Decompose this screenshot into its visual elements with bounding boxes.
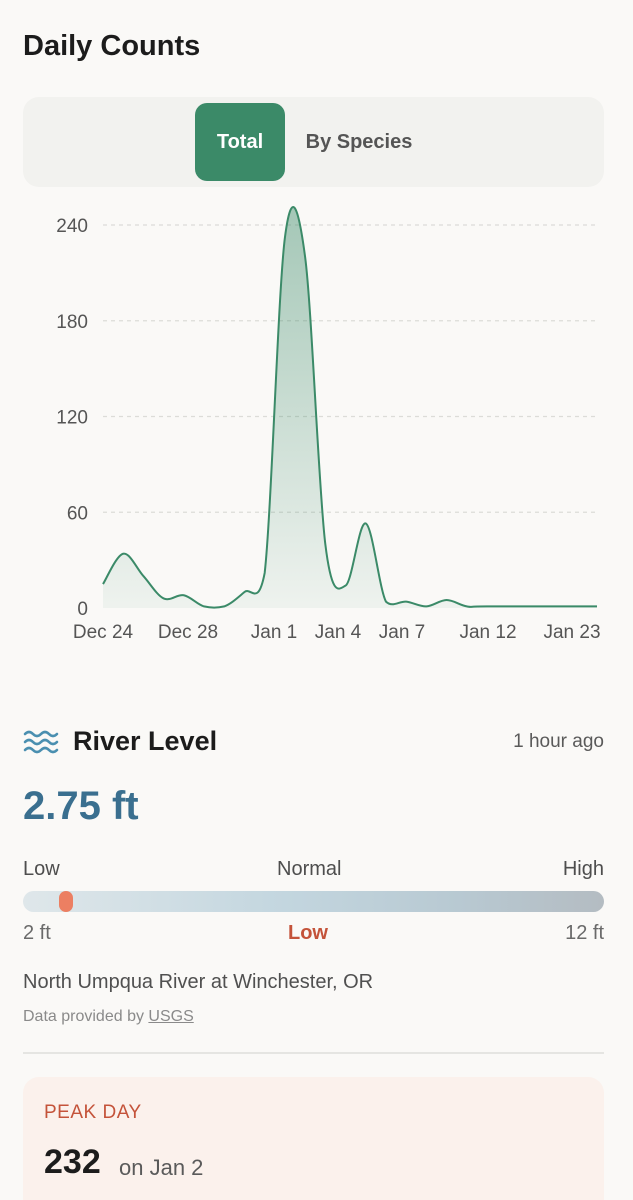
peak-day-label: PEAK DAY	[44, 1102, 142, 1123]
y-tick-label: 240	[56, 216, 88, 237]
provider-prefix: Data provided by	[23, 1008, 149, 1025]
divider	[23, 1052, 604, 1054]
y-tick-label: 180	[56, 312, 88, 333]
river-updated-time: 1 hour ago	[513, 731, 604, 752]
x-tick-label: Jan 4	[315, 622, 362, 643]
gauge-label-normal: Normal	[277, 858, 342, 880]
peak-day-count: 232	[44, 1143, 101, 1181]
area-fill	[103, 207, 597, 608]
series-line	[102, 206, 597, 609]
waves-icon	[23, 730, 59, 754]
river-level-value: 2.75 ft	[23, 784, 139, 828]
data-provider: Data provided by USGS	[23, 1008, 194, 1026]
peak-day-card: PEAK DAY 232 on Jan 2	[23, 1077, 604, 1200]
x-tick-label: Jan 12	[459, 622, 516, 643]
level-status: Low	[288, 922, 328, 944]
tab-by-species[interactable]: By Species	[305, 130, 413, 153]
usgs-link[interactable]: USGS	[148, 1008, 194, 1025]
river-level-title: River Level	[73, 726, 218, 756]
peak-day-date: on Jan 2	[119, 1155, 204, 1180]
page-title: Daily Counts	[23, 30, 201, 62]
y-tick-label: 120	[56, 408, 88, 429]
view-toggle: Total By Species	[23, 97, 604, 187]
x-tick-label: Jan 1	[251, 622, 297, 643]
daily-counts-chart: 0 60 120 180 240 Dec 24 Dec 28 Jan 1 Jan 4 Jan 7 J…	[56, 206, 601, 643]
gauge-min-value: 2 ft	[23, 922, 51, 944]
gauge-label-high: High	[562, 858, 604, 880]
x-tick-label: Jan 23	[543, 622, 600, 643]
gauge-max-value: 12 ft	[565, 922, 604, 944]
river-level-gauge	[23, 891, 604, 912]
station-name: North Umpqua River at Winchester, OR	[23, 971, 374, 993]
gauge-label-low: Low	[23, 858, 60, 880]
y-tick-label: 60	[67, 503, 88, 524]
x-tick-label: Dec 28	[158, 622, 218, 643]
tab-total[interactable]: Total	[195, 103, 285, 181]
x-tick-label: Dec 24	[73, 622, 134, 643]
gauge-marker	[58, 891, 73, 912]
y-tick-label: 0	[77, 599, 88, 620]
x-tick-label: Jan 7	[379, 622, 425, 643]
